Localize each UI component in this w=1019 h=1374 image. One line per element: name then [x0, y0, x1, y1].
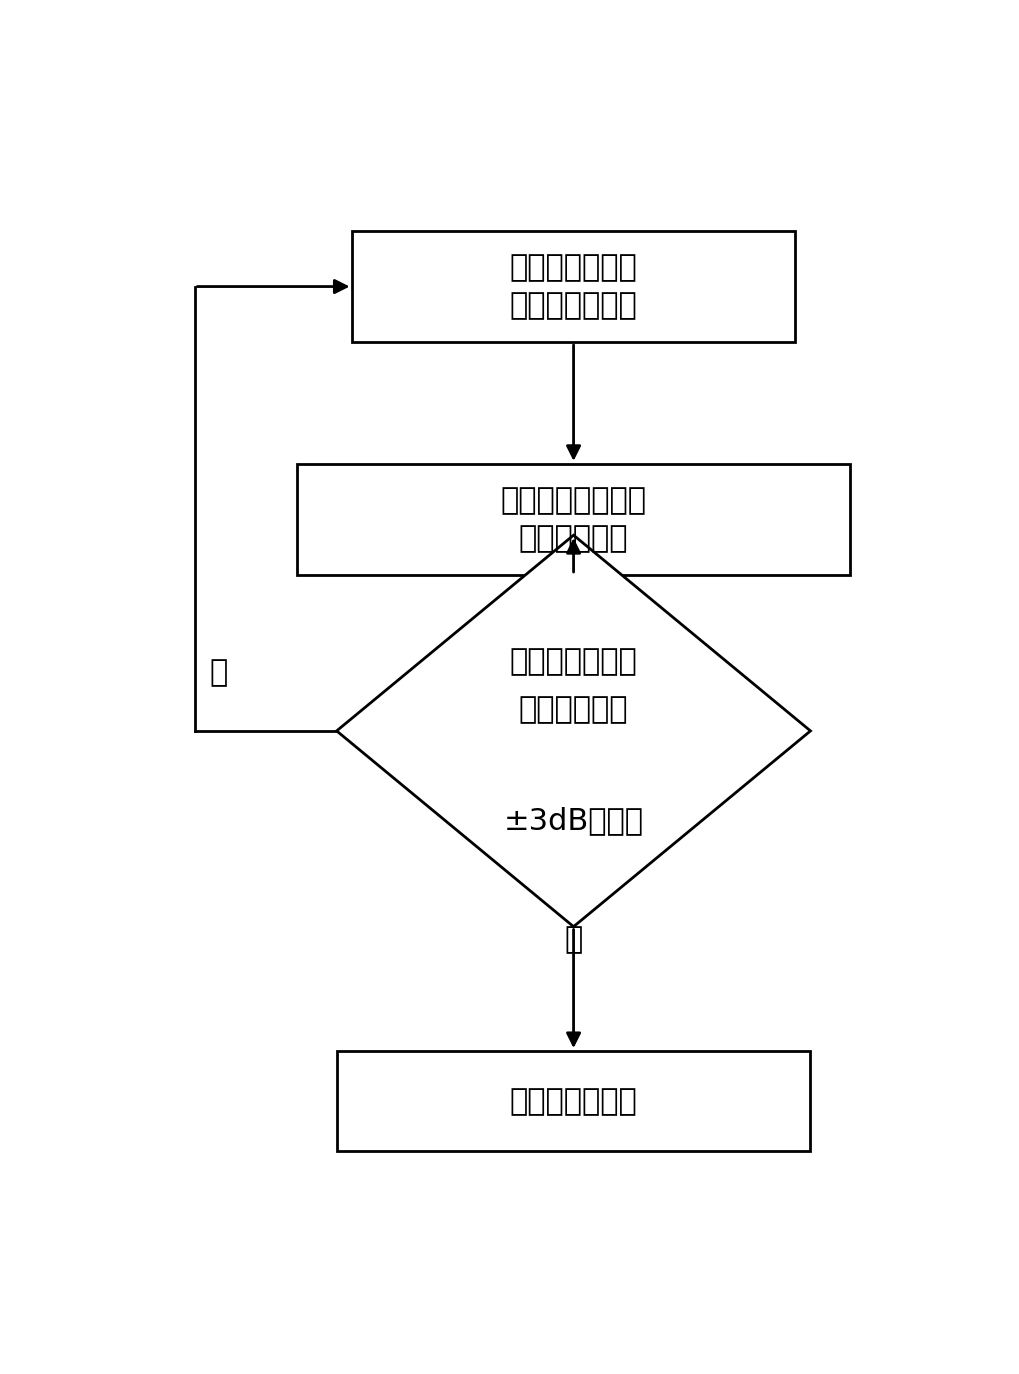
Bar [336, 1051, 810, 1151]
Text: ±3dB的要求: ±3dB的要求 [503, 807, 644, 835]
Text: 随机振动功率谱
转换成时域信号: 随机振动功率谱 转换成时域信号 [510, 253, 638, 320]
Text: 否: 否 [209, 658, 227, 687]
Polygon shape [336, 534, 810, 926]
Bar [298, 464, 850, 574]
Text: 否满足容差为: 否满足容差为 [519, 695, 629, 724]
Text: 转换后功率谱是: 转换后功率谱是 [510, 647, 638, 676]
Text: 是: 是 [565, 925, 583, 954]
Bar [353, 231, 795, 342]
Text: 时域信号恢复为随
机振动功率谱: 时域信号恢复为随 机振动功率谱 [500, 485, 647, 552]
Text: 时域信号的导出: 时域信号的导出 [510, 1087, 638, 1116]
